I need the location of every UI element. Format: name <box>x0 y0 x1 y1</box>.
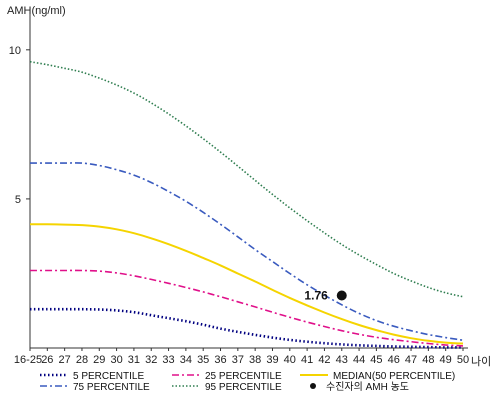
x-axis-title: 나이 <box>471 355 491 368</box>
x-tick-label: 50 <box>457 354 469 366</box>
x-tick-label: 36 <box>214 354 226 366</box>
x-tick-label: 48 <box>422 354 434 366</box>
legend-label: 95 PERCENTILE <box>205 382 282 393</box>
patient-amh-point <box>336 290 347 301</box>
x-tick-label: 42 <box>318 354 330 366</box>
x-tick-label: 38 <box>249 354 261 366</box>
series-line-25-percentile <box>29 269 464 347</box>
x-tick-label: 40 <box>284 354 296 366</box>
series-line-5-percentile <box>30 307 464 349</box>
x-tick-label: 16-25 <box>14 354 42 366</box>
y-tick-label: 5 <box>15 194 21 206</box>
x-tick-label: 31 <box>128 354 140 366</box>
legend-marker-symbol <box>310 383 316 389</box>
x-tick-label: 34 <box>180 354 192 366</box>
x-tick-label: 27 <box>59 354 71 366</box>
x-tick-label: 26 <box>41 354 53 366</box>
legend-label: 25 PERCENTILE <box>205 371 282 382</box>
legend-label: MEDIAN(50 PERCENTILE) <box>333 371 455 382</box>
y-axis-title: AMH(ng/ml) <box>7 5 66 17</box>
x-tick-label: 46 <box>388 354 400 366</box>
x-tick-label: 44 <box>353 354 365 366</box>
x-tick-label: 33 <box>162 354 174 366</box>
legend-label: 75 PERCENTILE <box>73 382 150 393</box>
x-tick-label: 29 <box>93 354 105 366</box>
patient-marker: 1.76 <box>304 289 347 303</box>
x-tick-label: 41 <box>301 354 313 366</box>
patient-amh-value-label: 1.76 <box>304 289 328 303</box>
series-lines <box>29 60 464 349</box>
x-tick-label: 39 <box>266 354 278 366</box>
x-tick-label: 35 <box>197 354 209 366</box>
series-line-95-percentile <box>29 60 464 298</box>
x-tick-label: 49 <box>440 354 452 366</box>
legend-label: 5 PERCENTILE <box>73 371 144 382</box>
x-tick-label: 47 <box>405 354 417 366</box>
legend-label: 수진자의 AMH 농도 <box>326 381 409 393</box>
legend: 5 PERCENTILE 25 PERCENTILE MEDIAN(50 PERCE… <box>40 371 455 393</box>
x-tick-label: 28 <box>76 354 88 366</box>
x-tick-label: 45 <box>370 354 382 366</box>
series-line-75-percentile <box>30 162 464 341</box>
y-tick-label: 10 <box>9 45 21 57</box>
series-line-median-50-percentile <box>29 223 464 345</box>
x-tick-label: 30 <box>110 354 122 366</box>
axes: AMH(ng/ml) 나이 5 10 16-25 26 27 28 29 30 31 32 33 34 35… <box>7 5 491 368</box>
x-tick-label: 43 <box>336 354 348 366</box>
x-tick-label: 32 <box>145 354 157 366</box>
x-tick-label: 37 <box>232 354 244 366</box>
